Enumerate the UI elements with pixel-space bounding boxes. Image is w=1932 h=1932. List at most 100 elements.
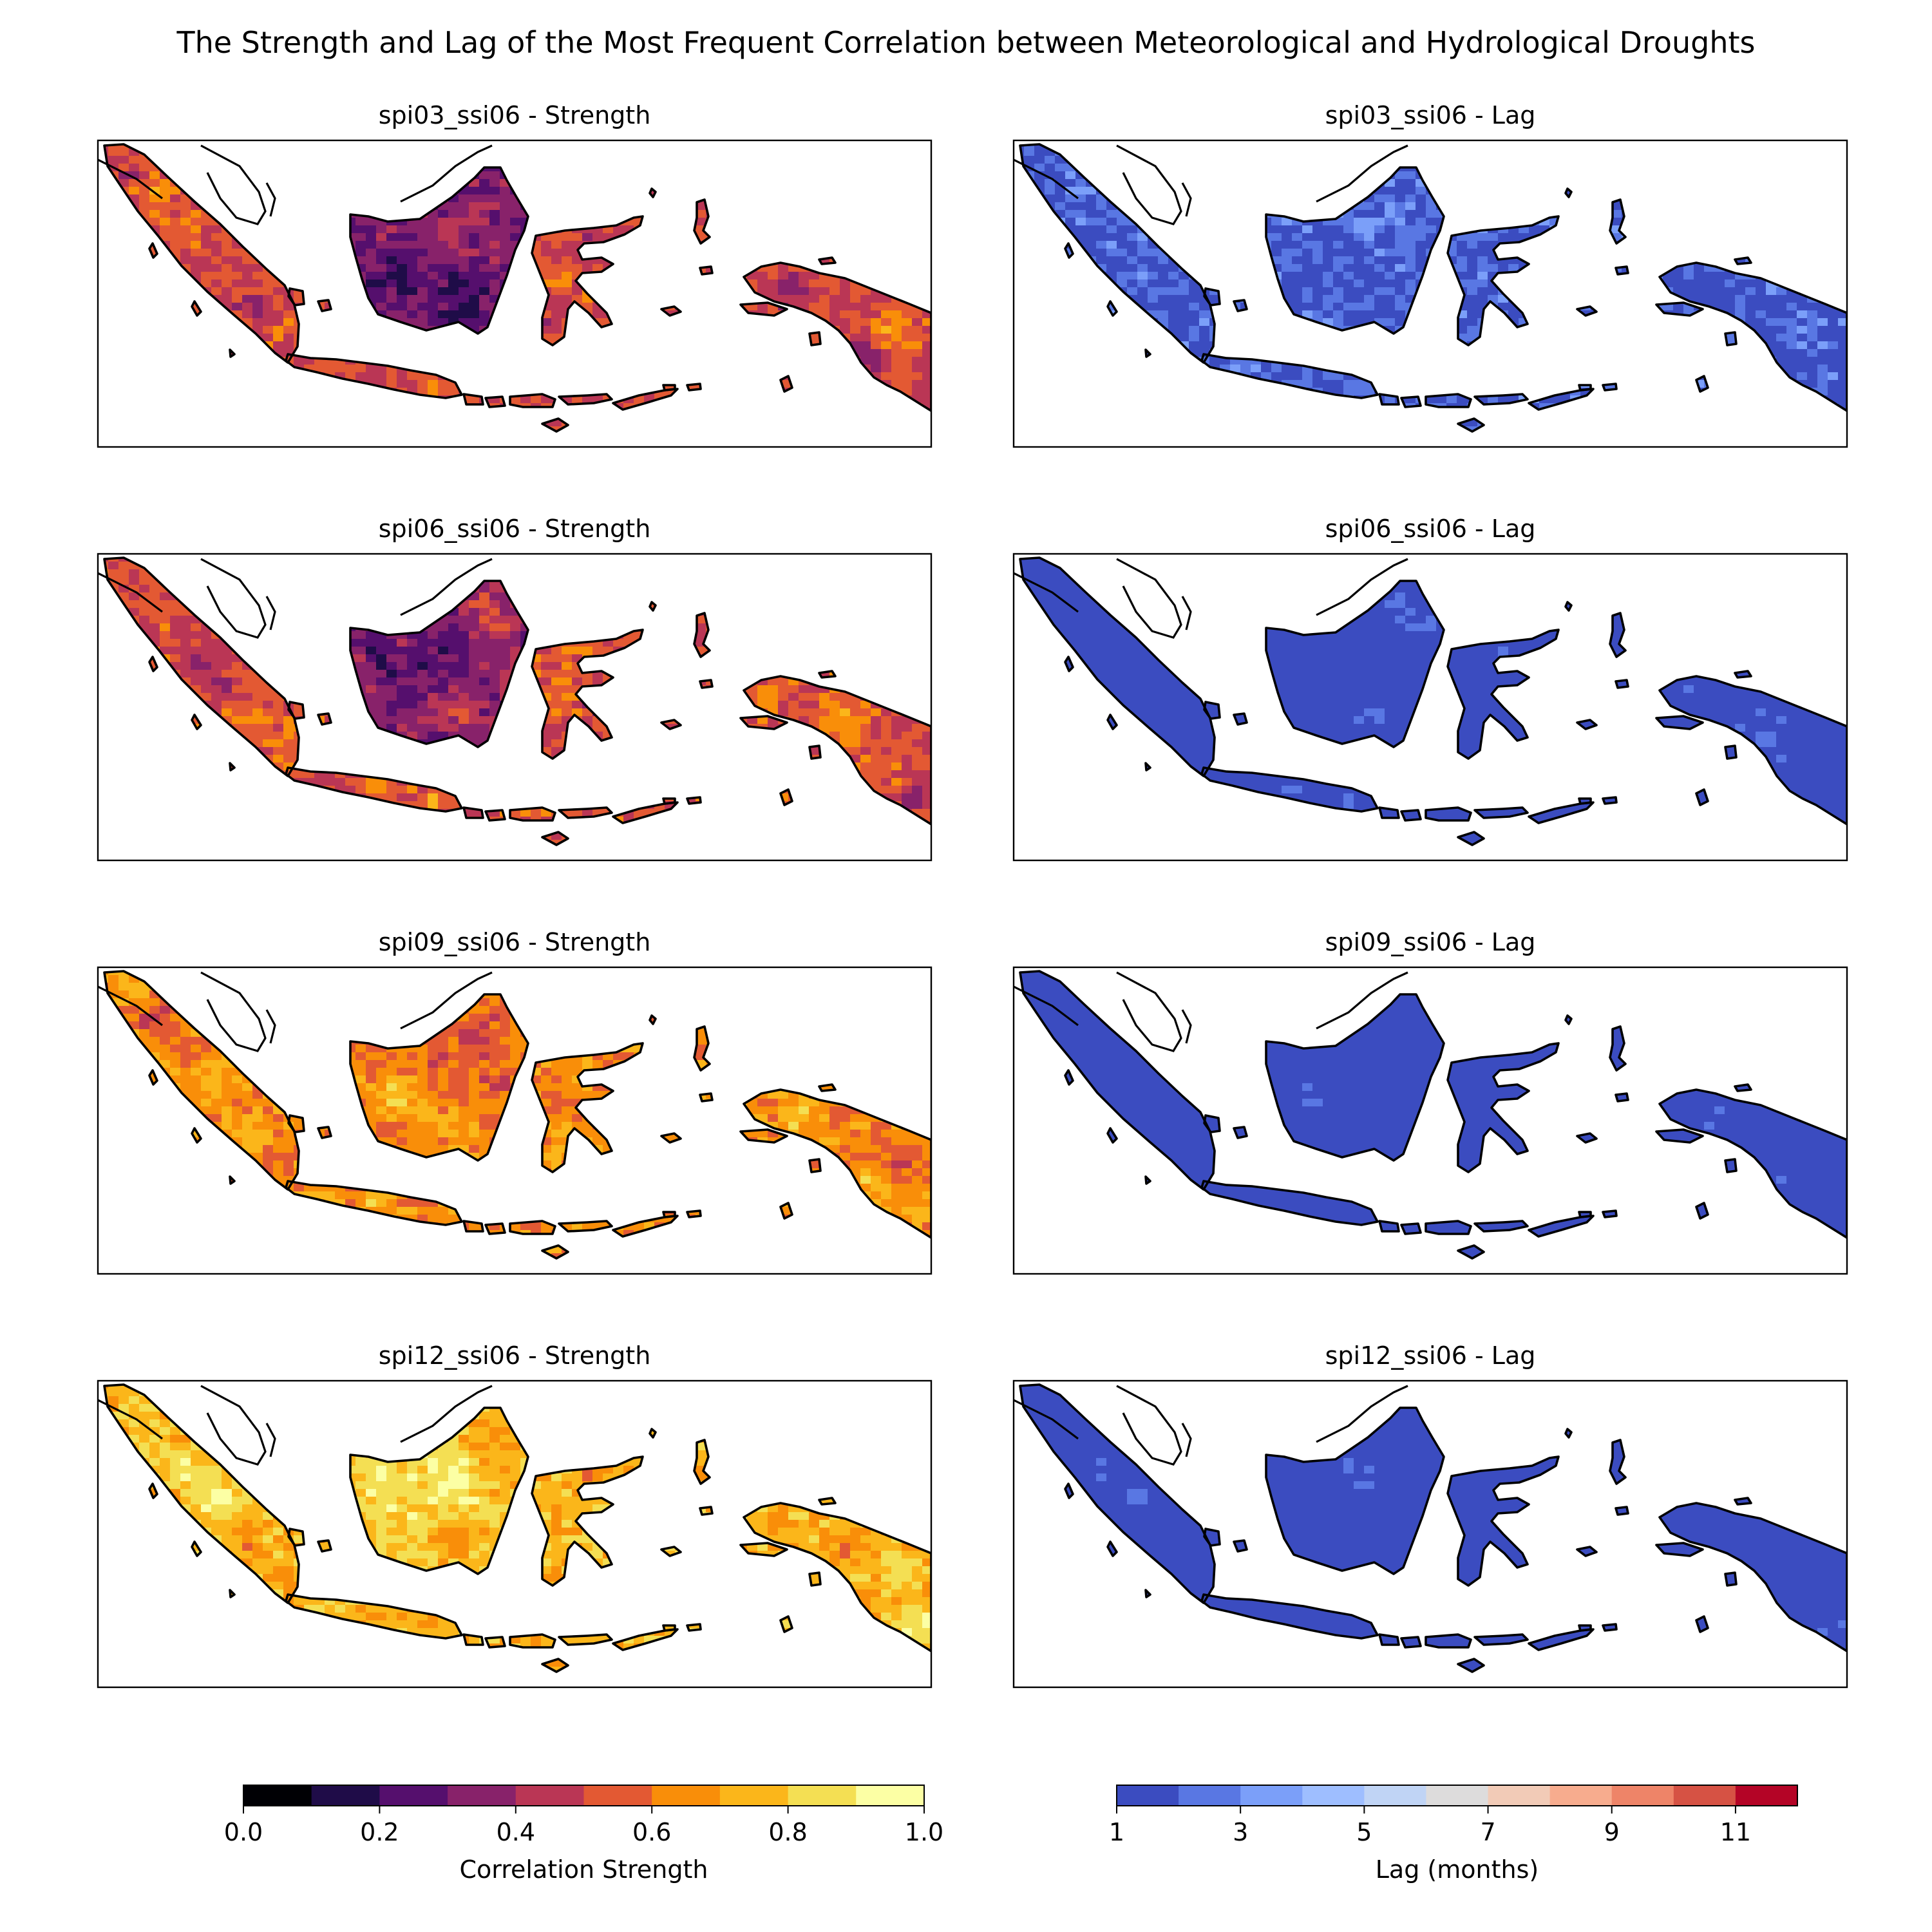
coastline-sumba [541, 417, 569, 433]
coastline-mentawai [191, 714, 202, 730]
coastline-biak [818, 256, 837, 265]
coastline-mainland [1181, 182, 1192, 217]
coastline-tanimbar [779, 1615, 793, 1633]
coastline-buru [660, 1546, 682, 1557]
coastline-mainland [200, 558, 267, 639]
coastline-halmahera [1609, 198, 1627, 245]
coastline-bangka [1203, 1114, 1221, 1133]
coastline-mentawai [191, 1540, 202, 1557]
colorbar-label: Correlation Strength [460, 1855, 708, 1884]
map-panel-spi06-ssi06-strength: spi06_ssi06 - Strength [97, 515, 933, 862]
coastline-biak [1734, 1497, 1752, 1506]
coastline-sumbawa [1425, 393, 1472, 408]
panel-title: spi06_ssi06 - Lag [1325, 515, 1536, 543]
coastline-aru [808, 1571, 822, 1587]
coastline-flores [558, 1220, 613, 1233]
coastline-aru [1724, 1158, 1738, 1173]
coastline-mainland [1014, 985, 1079, 1027]
coastline-biak [1734, 670, 1752, 679]
coastline-flores [1473, 1633, 1529, 1646]
coastline-sumba [1457, 1244, 1485, 1260]
coastline-borneo [349, 1406, 529, 1575]
colorbar-segment [1488, 1785, 1551, 1806]
lag-raster [1020, 1385, 1847, 1672]
coastline-nias [1064, 656, 1074, 672]
coastline-tanimbar [779, 788, 793, 806]
strength-colorbar: 0.0 0.2 0.4 0.6 0.8 1.0 Correlation Strength [224, 1785, 943, 1884]
colorbar-tick-label: 1.0 [905, 1818, 943, 1846]
coastline-papua [743, 675, 931, 826]
coastline-bangka [287, 1528, 305, 1547]
coastline-halmahera [693, 1439, 711, 1485]
colorbar-segment [1302, 1785, 1365, 1806]
coastline-mainland [1116, 1385, 1182, 1466]
map-area [1012, 553, 1848, 862]
coastline-java [1200, 766, 1379, 813]
coastline-belitung [317, 299, 332, 312]
strength-raster [104, 1385, 931, 1672]
map-panel-spi06-ssi06-lag: spi06_ssi06 - Lag [1012, 515, 1848, 862]
panel-frame [1012, 1379, 1848, 1689]
coastline-bangka [1203, 701, 1221, 720]
coastline-sulawesi [1446, 215, 1560, 346]
coastline-sumba [541, 1658, 569, 1673]
panel-frame [1012, 139, 1848, 448]
coastline-belitung [1233, 299, 1248, 312]
map-area [97, 1379, 933, 1689]
coastline-mainland [265, 596, 276, 630]
colorbar-tick-label: 0.8 [768, 1818, 807, 1846]
coastline-obi [699, 1506, 714, 1516]
coastline-aru [808, 744, 822, 760]
coastline-sumatra [103, 556, 300, 777]
coastline-mentawai [191, 1127, 202, 1144]
colorbar-tick-label: 0.2 [360, 1818, 399, 1846]
coastline-flores [558, 1633, 613, 1646]
coastline-lombok [1400, 809, 1422, 822]
colorbar-segment [1179, 1785, 1241, 1806]
coastline-obi [699, 1092, 714, 1103]
panel-frame [97, 553, 933, 862]
colorbar-segment [652, 1785, 721, 1806]
coastline-mainland [265, 1423, 276, 1457]
coastline-mainland [1316, 1385, 1408, 1443]
coastline-mainland [98, 1399, 163, 1440]
coastline-mentawai [1106, 1540, 1118, 1557]
lag-raster [1020, 558, 1847, 845]
coastline-alor [662, 1624, 676, 1632]
panel-title: spi03_ssi06 - Strength [379, 101, 651, 129]
coastline-mainland [1014, 572, 1079, 613]
coastline-mainland [400, 1385, 493, 1443]
panel-title: spi12_ssi06 - Lag [1325, 1341, 1536, 1370]
colorbar-segment [788, 1785, 857, 1806]
coastline-nias [148, 242, 158, 259]
map-panel-spi09-ssi06-strength: spi09_ssi06 - Strength [97, 928, 933, 1275]
coastline-obi [699, 265, 714, 276]
coastline-alor [662, 1211, 676, 1218]
colorbar-tick-label: 1 [1109, 1818, 1124, 1846]
coastline-buru [1576, 719, 1598, 730]
coastline-timor [612, 1628, 679, 1651]
coastline-mentawai [1106, 300, 1118, 317]
coastline-wetar [686, 383, 702, 392]
coastline-lombok [484, 809, 506, 822]
coastline-tanimbar [779, 1202, 793, 1220]
panel-frame [1012, 553, 1848, 862]
coastline-sumbawa [1425, 1220, 1472, 1235]
coastline-sangihe [649, 601, 657, 612]
coastline-java [1200, 353, 1379, 399]
coastline-mainland [400, 144, 493, 203]
coastline-buru [660, 719, 682, 730]
coastline-papua [1658, 1502, 1847, 1653]
coastline-mainland [265, 182, 276, 217]
coastline-bali [1378, 806, 1400, 819]
coastline-mainland [200, 144, 267, 225]
coastline-enggano [1144, 1589, 1151, 1598]
coastline-flores [1473, 393, 1529, 406]
coastline-sumatra [1019, 556, 1216, 777]
map-area [1012, 139, 1848, 448]
coastline-java [285, 766, 463, 813]
coastline-aru [1724, 744, 1738, 760]
panel-grid: spi03_ssi06 - Strength spi03_ssi06 - Lag s… [97, 101, 1848, 1689]
coastline-nias [1064, 1482, 1074, 1499]
coastline-aru [1724, 331, 1738, 346]
